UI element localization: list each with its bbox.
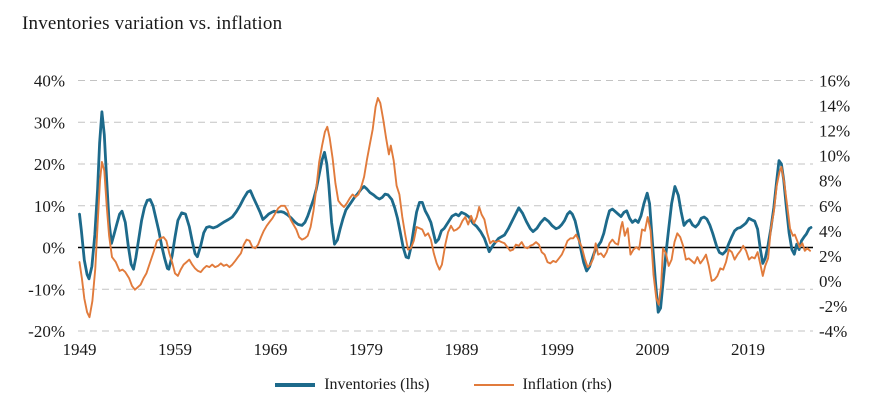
right-axis-tick-label: -4% [819,322,847,341]
left-axis-tick-label: 20% [34,155,65,174]
right-axis-tick-label: 10% [819,147,850,166]
right-axis-tick-label: 16% [819,72,850,91]
right-axis-tick-label: 8% [819,172,842,191]
x-axis-tick-label: 2019 [731,340,765,359]
inflation-line-swatch [473,383,514,387]
legend-label-inventories: Inventories (lhs) [324,376,430,393]
right-axis-tick-label: 6% [819,197,842,216]
right-axis-tick-label: 14% [819,97,850,116]
left-axis-tick-label: 30% [34,113,65,132]
legend-item-inventories: Inventories (lhs) [275,376,430,394]
x-axis-tick-label: 2009 [636,340,670,359]
left-axis-tick-label: 40% [34,72,65,91]
x-axis-tick-label: 1959 [158,340,192,359]
inventories-line-swatch [275,383,316,387]
x-axis-tick-label: 1989 [445,340,479,359]
inflation-line [78,97,812,319]
legend-label-inflation: Inflation (rhs) [522,376,612,393]
x-axis-tick-label: 1999 [540,340,574,359]
right-axis-tick-label: 12% [819,122,850,141]
legend: Inventories (lhs) Inflation (rhs) [0,376,887,394]
left-axis-tick-label: 10% [34,197,65,216]
legend-item-inflation: Inflation (rhs) [473,376,612,394]
x-axis-tick-label: 1949 [63,340,97,359]
right-axis-tick-label: 2% [819,247,842,266]
left-axis-tick-label: -20% [28,322,65,341]
right-axis-tick-label: 4% [819,222,842,241]
x-axis-tick-label: 1969 [254,340,288,359]
right-axis-tick-label: -2% [819,297,847,316]
left-axis-tick-label: -10% [28,280,65,299]
inventories-line [78,110,813,314]
chart-title: Inventories variation vs. inflation [22,13,283,34]
right-axis-tick-label: 0% [819,272,842,291]
left-axis-tick-label: 0% [42,239,65,258]
x-axis-tick-label: 1979 [349,340,383,359]
